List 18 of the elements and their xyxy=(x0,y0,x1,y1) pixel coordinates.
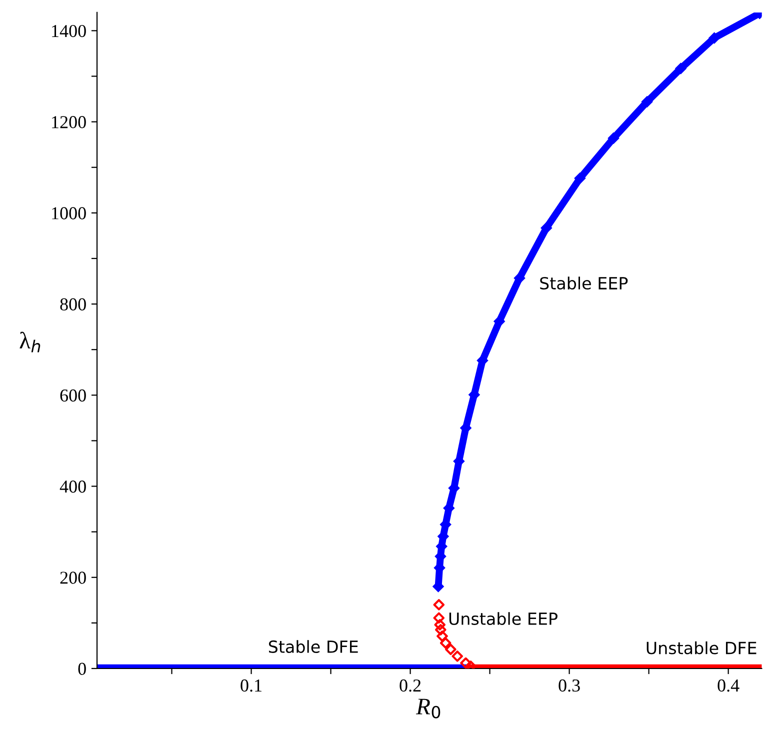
y-tick-label: 1200 xyxy=(52,116,86,128)
y-tick-label: 0 xyxy=(78,662,86,675)
annotation: Unstable EEP xyxy=(449,612,558,626)
x-tick-label: 0.4 xyxy=(718,679,740,692)
y-tick-label: 1000 xyxy=(52,207,86,220)
x-tick-label: 0.1 xyxy=(240,679,262,692)
x-axis-title: R$_{0}$ xyxy=(416,698,440,718)
annotation: Stable EEP xyxy=(540,276,628,290)
y-axis-title: λ$_{h}$ xyxy=(20,332,40,352)
y-tick-label: 400 xyxy=(60,480,86,493)
y-tick-label: 600 xyxy=(60,389,86,402)
x-tick-label: 0.2 xyxy=(400,679,421,692)
annotation: Stable DFE xyxy=(268,640,358,653)
y-tick-label: 800 xyxy=(60,298,86,310)
x-tick-label: 0.3 xyxy=(558,679,580,692)
annotation: Unstable DFE xyxy=(646,641,756,654)
y-tick-label: 200 xyxy=(60,572,86,584)
y-tick-label: 1400 xyxy=(52,24,86,38)
